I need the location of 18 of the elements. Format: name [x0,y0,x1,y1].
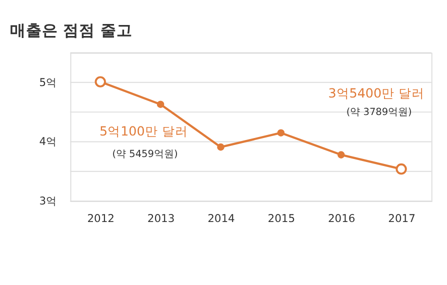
point [156,100,164,108]
chart-title: 매출은 점점 줄고 [10,22,133,40]
x-tick-label: 2012 [87,212,114,226]
y-tick-label: 4억 [39,135,58,148]
y-tick-label: 5억 [39,76,58,89]
point [217,143,224,151]
x-tick-label: 2013 [147,212,175,226]
annotation: (약 5459억원) [112,149,178,160]
annotation: 5억100만 달러 [100,124,188,139]
y-tick-label: 3억 [39,194,58,208]
point [337,151,345,158]
point [277,129,285,136]
x-tick-label: 2017 [388,212,416,226]
annotation: 3억5400만 달러 [328,86,425,101]
x-tick-label: 2016 [328,212,356,226]
x-tick-label: 2014 [208,212,236,226]
annotation: (약 3789억원) [346,107,412,118]
x-tick-label: 2015 [268,212,296,226]
